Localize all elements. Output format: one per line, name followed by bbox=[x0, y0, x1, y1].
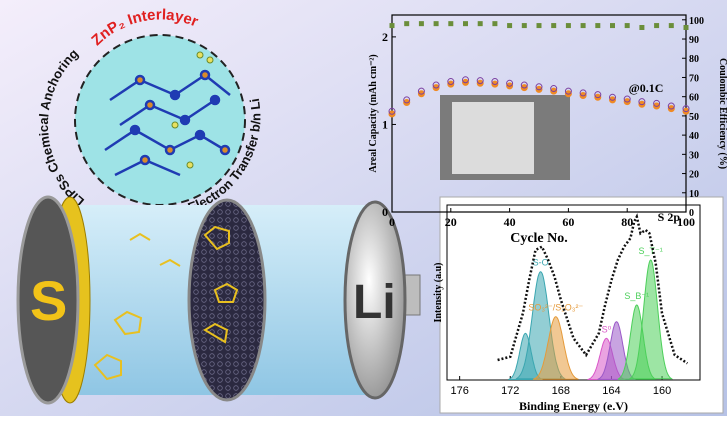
y2-tick-label: 20 bbox=[689, 170, 699, 181]
x-axis-label: Binding Energy (e.V) bbox=[519, 399, 628, 413]
y2-tick-label: 90 bbox=[689, 35, 699, 46]
ce-point bbox=[463, 21, 468, 27]
capacity-point bbox=[564, 87, 572, 95]
peak-label: SO₃²⁻/S₂O₃²⁻ bbox=[528, 303, 583, 313]
zoom-circle bbox=[74, 34, 246, 206]
capacity-point bbox=[403, 96, 411, 104]
peak-label: S-O bbox=[533, 258, 549, 268]
x-tick-label: 100 bbox=[677, 215, 695, 229]
capacity-point bbox=[682, 105, 690, 113]
y-tick-label: 2 bbox=[382, 30, 388, 44]
envelope bbox=[497, 213, 689, 365]
ce-point bbox=[389, 23, 395, 29]
x-tick-label: 20 bbox=[445, 215, 457, 229]
y2-tick-label: 0 bbox=[689, 208, 694, 219]
ce-point bbox=[477, 21, 483, 27]
y2-tick-label: 60 bbox=[689, 93, 699, 104]
ce-point bbox=[580, 23, 586, 29]
lithium-anode bbox=[343, 200, 407, 400]
capacity-point bbox=[520, 81, 528, 89]
ce-point bbox=[654, 23, 660, 29]
y2-tick-label: 50 bbox=[689, 112, 699, 123]
y2-tick-label: 30 bbox=[689, 150, 699, 161]
x-tick-label: 0 bbox=[389, 215, 395, 229]
panel-title: S 2p bbox=[658, 210, 681, 224]
x-tick-label: 176 bbox=[450, 385, 468, 397]
capacity-point bbox=[667, 102, 675, 110]
y2-tick-label: 70 bbox=[689, 73, 699, 84]
ce-point bbox=[683, 24, 689, 30]
sulfur-cathode bbox=[16, 195, 80, 405]
ce-point bbox=[565, 23, 571, 29]
x-tick-label: 80 bbox=[621, 215, 633, 229]
capacity-point bbox=[506, 79, 514, 87]
ce-point bbox=[610, 23, 615, 29]
ce-point bbox=[507, 23, 513, 29]
ce-point bbox=[595, 23, 601, 29]
peak-label: S⁰ bbox=[602, 324, 612, 334]
fit-peak bbox=[508, 332, 543, 380]
y2-tick-label: 100 bbox=[689, 16, 704, 27]
capacity-point bbox=[417, 87, 425, 95]
y2-tick-label: 10 bbox=[689, 189, 699, 200]
charts: 0 20 40 60 80 1000120102030405060708090100Cyc… bbox=[368, 14, 727, 413]
battery-illustration: S Li bbox=[16, 195, 421, 405]
annotation: @0.1C bbox=[629, 81, 664, 95]
capacity-point bbox=[550, 85, 558, 93]
x-tick-label: 172 bbox=[501, 385, 519, 397]
ce-point bbox=[668, 23, 674, 29]
fit-peak bbox=[532, 316, 579, 380]
znp2-interlayer-disc bbox=[187, 198, 267, 402]
cathode-label: S bbox=[30, 269, 67, 332]
capacity-point bbox=[447, 78, 455, 86]
capacity-point bbox=[594, 91, 602, 99]
inset-photo-pouch bbox=[452, 102, 534, 174]
capacity-point bbox=[476, 77, 484, 85]
capacity-point bbox=[388, 107, 396, 115]
capacity-point bbox=[623, 95, 631, 103]
ce-point bbox=[404, 21, 410, 27]
ce-point bbox=[521, 23, 527, 29]
capacity-point bbox=[432, 81, 440, 89]
x-tick-label: 40 bbox=[504, 215, 516, 229]
capacity-point bbox=[638, 98, 646, 106]
ce-point bbox=[536, 23, 542, 29]
y2-axis-label: Coulombic Efficiency (%) bbox=[717, 58, 727, 169]
plot-frame bbox=[446, 204, 701, 381]
y2-tick-label: 80 bbox=[689, 54, 699, 65]
capacity-point bbox=[579, 89, 587, 97]
x-axis-label: Cycle No. bbox=[510, 231, 568, 246]
ce-point bbox=[624, 23, 630, 29]
peak-label: S_T⁻¹ bbox=[639, 246, 663, 256]
capacity-point bbox=[462, 76, 469, 84]
capacity-point bbox=[491, 78, 499, 86]
y-axis-label: Intensity (a.u) bbox=[433, 262, 444, 322]
x-tick-label: 168 bbox=[552, 385, 570, 397]
ce-point bbox=[448, 21, 454, 27]
free-lipss bbox=[93, 232, 181, 381]
xps-panel bbox=[439, 196, 724, 414]
y-tick-label: 0 bbox=[382, 205, 388, 219]
anode-label: Li bbox=[353, 276, 396, 329]
molecule-lattice bbox=[104, 69, 231, 177]
x-tick-label: 164 bbox=[602, 385, 620, 397]
fit-peak bbox=[628, 259, 674, 380]
ce-point bbox=[639, 24, 645, 30]
capacity-point bbox=[653, 99, 661, 107]
polysulfides bbox=[171, 51, 214, 169]
x-tick-label: 160 bbox=[653, 385, 671, 397]
anchored-lipss bbox=[203, 225, 239, 344]
x-tick-label: 60 bbox=[562, 215, 574, 229]
y-axis-label: Areal Capacity (mAh cm⁻²) bbox=[368, 54, 379, 172]
ce-point bbox=[551, 23, 557, 29]
capacity-point bbox=[609, 93, 616, 101]
capacity-point bbox=[535, 83, 543, 91]
ce-point bbox=[433, 21, 439, 27]
y2-tick-label: 40 bbox=[689, 131, 699, 142]
peak-label: S_B⁻¹ bbox=[624, 291, 649, 301]
y-tick-label: 1 bbox=[382, 117, 388, 131]
ce-point bbox=[492, 21, 498, 27]
ce-point bbox=[418, 21, 424, 27]
